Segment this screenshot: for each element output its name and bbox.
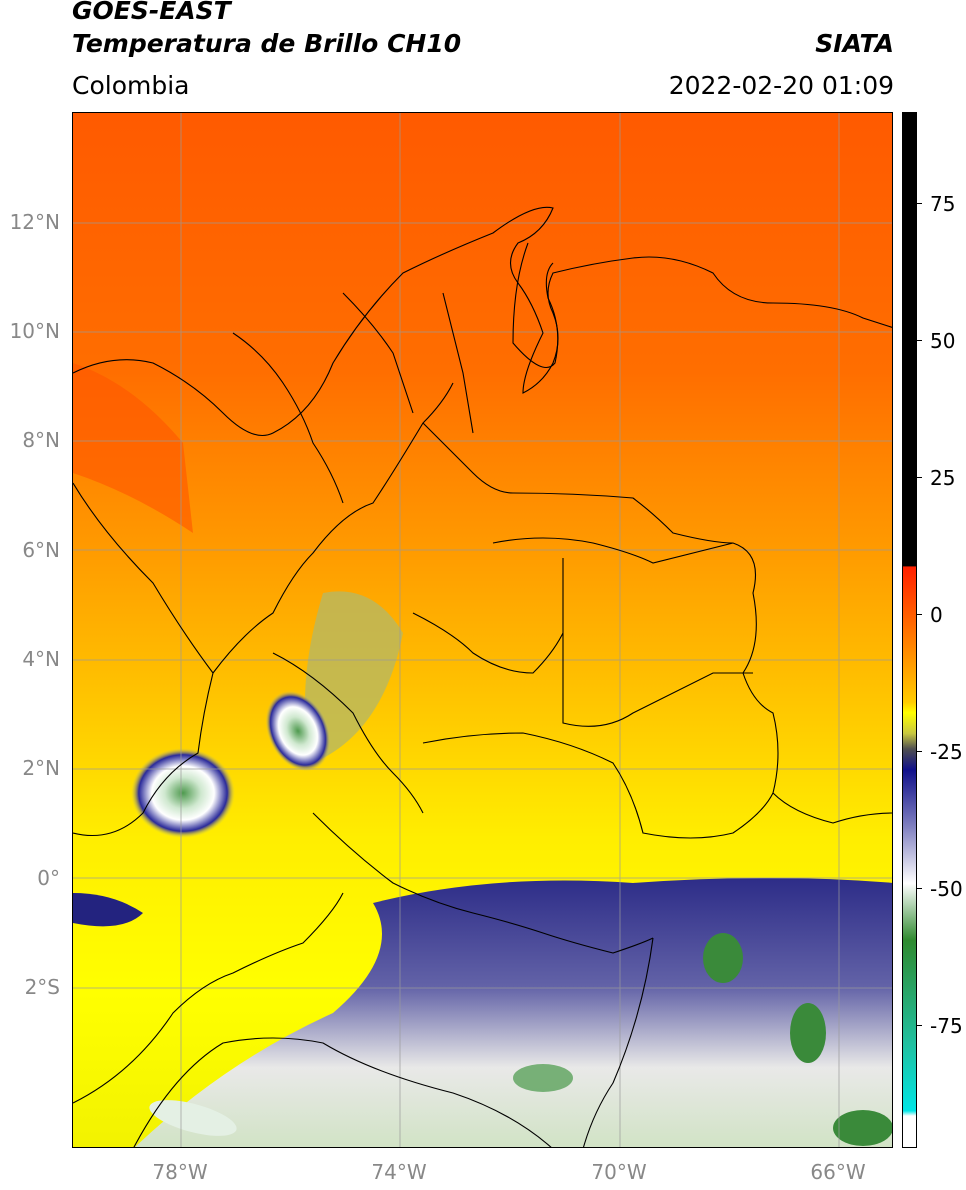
colorbar-label-0: 0 xyxy=(930,603,943,627)
satellite-title: GOES-EAST xyxy=(72,0,231,25)
datetime-label: 2022-02-20 01:09 xyxy=(668,71,894,100)
lat-label-6N: 6°N xyxy=(22,538,60,562)
colorbar-tick-0 xyxy=(917,614,922,615)
lat-label-4N: 4°N xyxy=(22,647,60,671)
colorbar-label-50: 50 xyxy=(930,329,956,353)
lon-label-78W: 78°W xyxy=(152,1160,208,1184)
lat-label-8N: 8°N xyxy=(22,428,60,452)
colorbar-tick-50 xyxy=(917,340,922,341)
lat-label-10N: 10°N xyxy=(9,319,60,343)
lon-label-74W: 74°W xyxy=(371,1160,427,1184)
colorbar-tick-minus75 xyxy=(917,1025,922,1026)
colorbar-label-minus25: -25 xyxy=(930,740,963,764)
lat-label-2S: 2°S xyxy=(24,975,60,999)
satellite-map[interactable] xyxy=(72,112,893,1148)
lon-label-66W: 66°W xyxy=(810,1160,866,1184)
map-canvas xyxy=(73,113,892,1147)
product-title: Temperatura de Brillo CH10 xyxy=(72,29,462,58)
colorbar-label-25: 25 xyxy=(930,466,956,490)
region-label: Colombia xyxy=(72,71,190,100)
colorbar-label-minus75: -75 xyxy=(930,1014,963,1038)
lat-label-0: 0° xyxy=(37,866,60,890)
lon-label-70W: 70°W xyxy=(591,1160,647,1184)
colorbar-gradient xyxy=(903,113,916,1147)
colorbar-label-minus50: -50 xyxy=(930,877,963,901)
colorbar-tick-25 xyxy=(917,477,922,478)
colorbar xyxy=(902,112,917,1148)
agency-label: SIATA xyxy=(815,29,894,58)
colorbar-tick-75 xyxy=(917,203,922,204)
colorbar-tick-minus50 xyxy=(917,888,922,889)
colorbar-tick-minus25 xyxy=(917,751,922,752)
lat-label-12N: 12°N xyxy=(9,210,60,234)
colorbar-label-75: 75 xyxy=(930,192,956,216)
lat-label-2N: 2°N xyxy=(22,756,60,780)
